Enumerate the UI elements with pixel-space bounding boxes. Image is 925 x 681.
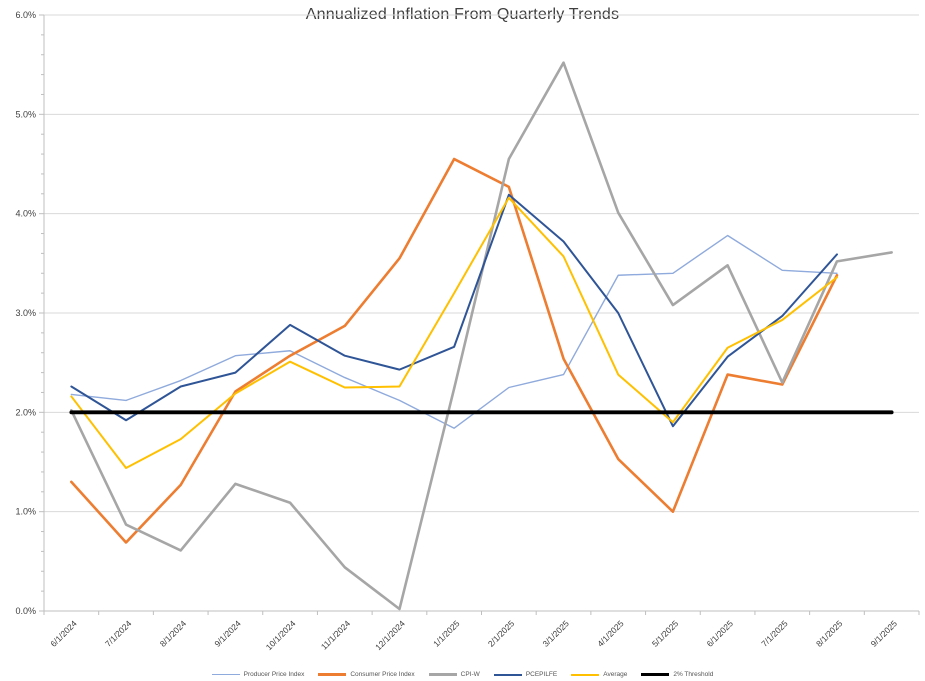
y-axis-label: 1.0%	[15, 507, 36, 517]
legend-swatch-average	[571, 673, 600, 676]
series-line-cpi-w	[70, 61, 893, 611]
legend-item-pcepilfe: PCEPILFE	[493, 671, 558, 678]
series-line-consumer-price-index	[70, 157, 839, 544]
x-axis-label: 8/1/2025	[814, 618, 845, 649]
x-axis-label: 6/1/2025	[705, 618, 736, 649]
y-axis-label: 0.0%	[15, 606, 36, 616]
legend-item-average: Average	[571, 671, 627, 678]
chart-legend: Producer Price Index Consumer Price Index…	[0, 671, 925, 678]
x-axis-label: 12/1/2024	[373, 618, 407, 652]
y-axis-label: 2.0%	[15, 407, 36, 417]
legend-label-producer-price-index: Producer Price Index	[243, 671, 305, 678]
x-axis-label: 6/1/2024	[48, 618, 79, 649]
x-axis-label: 7/1/2024	[103, 618, 134, 649]
x-axis-label: 2/1/2025	[486, 618, 517, 649]
legend-label-pcepilfe: PCEPILFE	[525, 671, 558, 678]
y-axis-label: 6.0%	[15, 10, 36, 20]
x-axis-label: 1/1/2025	[431, 618, 462, 649]
x-axis-label: 3/1/2025	[540, 618, 571, 649]
y-axis-label: 3.0%	[15, 308, 36, 318]
legend-item-producer-price-index: Producer Price Index	[211, 671, 305, 678]
x-axis-label: 10/1/2024	[264, 618, 298, 652]
legend-swatch-cpi-w	[428, 673, 457, 676]
x-axis-label: 5/1/2025	[650, 618, 681, 649]
legend-item-cpi-w: CPI-W	[428, 671, 480, 678]
legend-item-consumer-price-index: Consumer Price Index	[318, 671, 415, 678]
series-line-pcepilfe	[70, 193, 838, 428]
x-axis-label: 9/1/2024	[212, 618, 243, 649]
legend-swatch-producer-price-index	[211, 673, 240, 676]
x-axis-label: 9/1/2025	[869, 618, 900, 649]
x-axis-label: 4/1/2025	[595, 618, 626, 649]
series-line-average	[70, 196, 838, 469]
legend-swatch-consumer-price-index	[318, 673, 347, 676]
y-axis-label: 4.0%	[15, 209, 36, 219]
x-axis-label: 11/1/2024	[319, 618, 353, 652]
legend-label-consumer-price-index: Consumer Price Index	[350, 671, 415, 678]
x-axis-label: 8/1/2024	[158, 618, 189, 649]
legend-label-cpi-w: CPI-W	[460, 671, 480, 678]
legend-label-2-threshold: 2% Threshold	[673, 671, 714, 678]
legend-item-2-threshold: 2% Threshold	[641, 671, 713, 678]
y-axis-label: 5.0%	[15, 109, 36, 119]
x-axis-label: 7/1/2025	[759, 618, 790, 649]
legend-swatch-2-threshold	[641, 673, 670, 676]
legend-label-average: Average	[603, 671, 628, 678]
legend-swatch-pcepilfe	[493, 673, 522, 676]
series-line-producer-price-index	[70, 234, 838, 429]
